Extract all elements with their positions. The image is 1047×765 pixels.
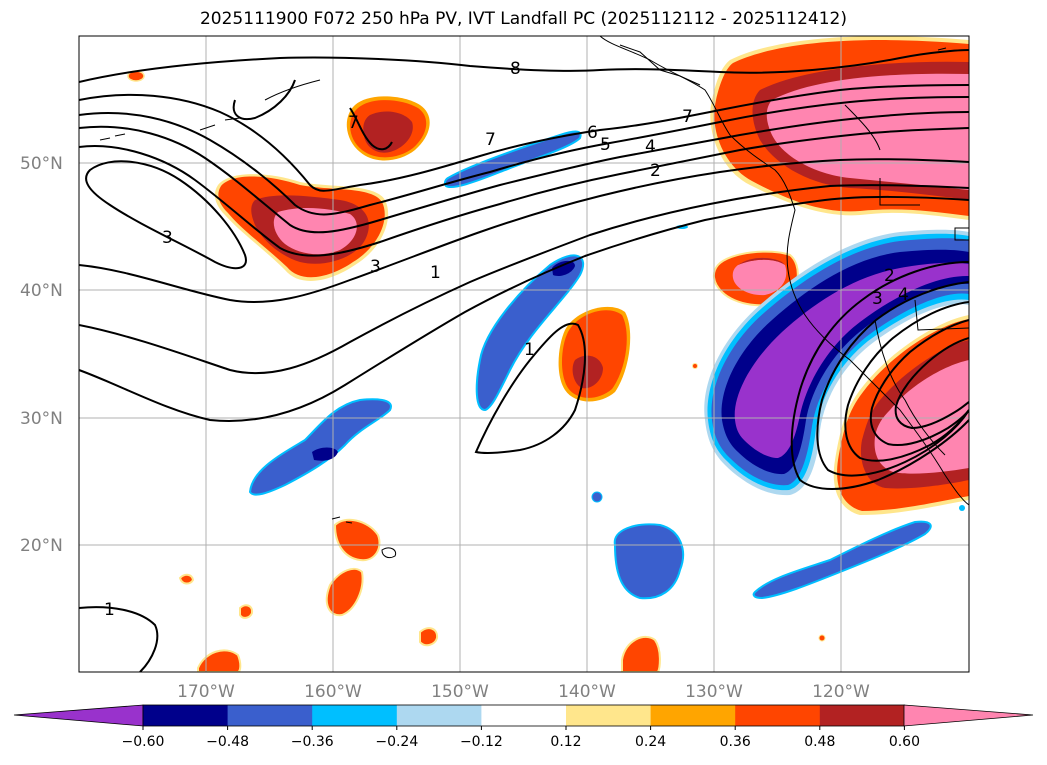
colorbar-cell <box>481 705 567 726</box>
colorbar: −0.60 −0.48 −0.36 −0.24 −0.12 0.12 0.24 0.36 0.4… <box>13 704 1034 750</box>
colorbar-tick-label: −0.12 <box>460 734 503 750</box>
coastlines <box>99 36 969 559</box>
lon-label: 140°W <box>558 682 616 702</box>
contour-label: 1 <box>104 600 115 620</box>
contour-label: 7 <box>682 107 693 127</box>
colorbar-tick-label: 0.60 <box>889 734 920 750</box>
lon-label: 160°W <box>304 682 362 702</box>
contours <box>79 49 969 672</box>
colorbar-under-arrow <box>13 704 144 727</box>
colorbar-tick-label: 0.36 <box>720 734 751 750</box>
contour-label: 3 <box>872 289 883 309</box>
contour-label: 1 <box>524 340 535 360</box>
contour-label: 4 <box>898 285 909 305</box>
contour-label: 3 <box>162 228 173 248</box>
neg-field-central <box>475 254 585 412</box>
contour-label: 2 <box>884 266 895 286</box>
lat-label: 40°N <box>20 281 63 301</box>
neg-field-south <box>613 523 685 600</box>
colorbar-cell <box>227 705 313 726</box>
contour-label: 7 <box>348 113 359 133</box>
lon-label: 170°W <box>177 682 235 702</box>
colorbar-cell <box>819 705 905 726</box>
map-frame <box>78 35 970 673</box>
neg-field-southwest <box>248 398 392 496</box>
colorbar-tick-label: 0.12 <box>550 734 581 750</box>
colorbar-tick-label: −0.36 <box>291 734 334 750</box>
pos-field-northeast <box>710 36 969 220</box>
lon-label: 130°W <box>685 682 743 702</box>
pos-field-central <box>558 306 631 402</box>
map-title: 2025111900 F072 250 hPa PV, IVT Landfall… <box>199 9 847 29</box>
contour-label: 4 <box>645 137 656 157</box>
neg-field-streak-south <box>752 520 932 600</box>
colorbar-cell <box>650 705 736 726</box>
lat-label: 30°N <box>20 409 63 429</box>
contour-label: 5 <box>600 135 611 155</box>
pos-field-small-south <box>178 363 826 672</box>
contour-label: 6 <box>587 123 598 143</box>
contour-label: 3 <box>370 257 381 277</box>
latitude-labels: 50°N 40°N 30°N 20°N <box>20 154 63 556</box>
contour-label: 8 <box>510 59 521 79</box>
graticule <box>79 36 969 672</box>
colorbar-cell <box>143 705 229 726</box>
colorbar-over-arrow <box>903 704 1034 727</box>
contour-label: 1 <box>430 263 441 283</box>
colorbar-tick-label: −0.48 <box>206 734 249 750</box>
contour-label: 7 <box>485 130 496 150</box>
lat-label: 20°N <box>20 536 63 556</box>
contour-label: 2 <box>650 161 661 181</box>
colorbar-cell <box>396 705 482 726</box>
lat-label: 50°N <box>20 154 63 174</box>
colorbar-tick-label: −0.24 <box>375 734 418 750</box>
colorbar-tick-label: −0.60 <box>122 734 165 750</box>
colorbar-tick-label: 0.48 <box>804 734 835 750</box>
neg-field-streak-north <box>443 130 582 188</box>
colorbar-cell <box>566 705 652 726</box>
longitude-labels: 170°W 160°W 150°W 140°W 130°W 120°W <box>177 682 870 702</box>
colorbar-cell <box>312 705 398 726</box>
colorbar-tick-label: 0.24 <box>635 734 666 750</box>
colorbar-cell <box>735 705 821 726</box>
lon-label: 150°W <box>431 682 489 702</box>
lon-label: 120°W <box>812 682 870 702</box>
contour-labels: 8 7 6 5 4 2 3 3 1 1 1 2 3 4 7 7 <box>104 59 909 620</box>
